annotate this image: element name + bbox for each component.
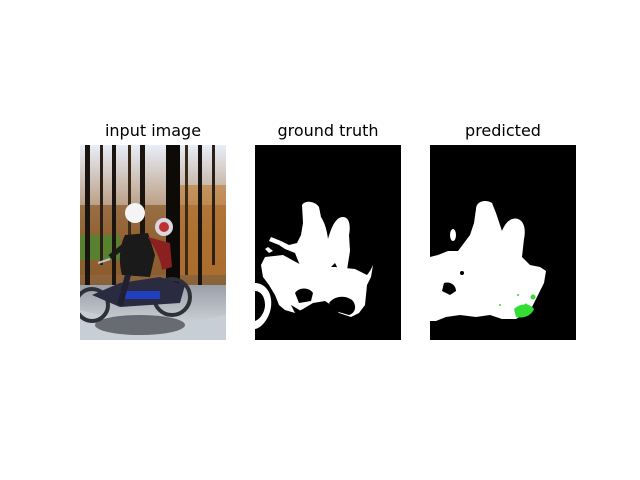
input-image [80,145,226,340]
panel-title-ground-truth: ground truth [277,121,379,140]
panel-title-input-image: input image [104,121,202,140]
ground-truth-mask [255,145,401,340]
panel-title-predicted: predicted [465,121,541,140]
predicted-mask [430,145,576,340]
